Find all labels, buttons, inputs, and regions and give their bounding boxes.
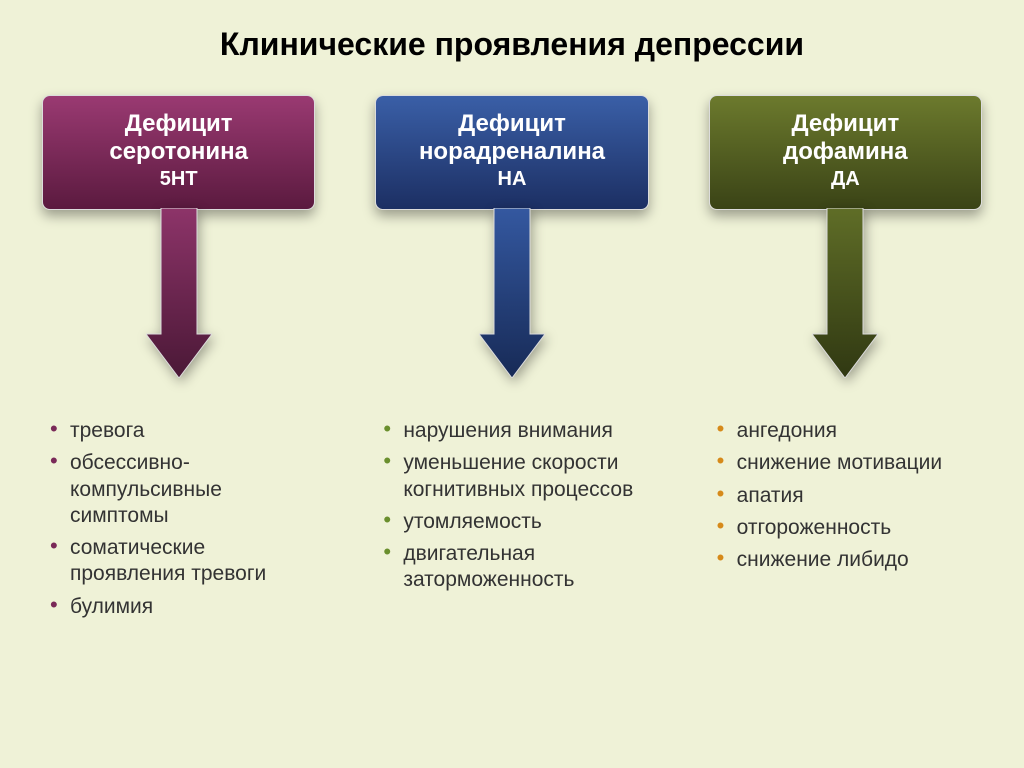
list-item: двигательная заторможенность [381, 541, 648, 594]
list-item: нарушения внимания [381, 418, 648, 444]
arrow-down-icon [146, 208, 212, 378]
list-item: отгороженность [715, 515, 982, 541]
list-item: тревога [48, 418, 315, 444]
column-serotonin: Дефицитсеротонина5НТ тревога обсессивно-ко… [42, 95, 315, 626]
list-item: утомляемость [381, 509, 648, 535]
card-serotonin: Дефицитсеротонина5НТ [42, 95, 315, 210]
symptom-list-noradrenaline: нарушения внимания уменьшение скорости ко… [375, 418, 648, 600]
card-noradrenaline-line-2: НА [386, 168, 637, 191]
arrow-down-icon [812, 208, 878, 378]
symptom-list-serotonin: тревога обсессивно-компульсивные симптомы… [42, 418, 315, 626]
card-serotonin-line-2: 5НТ [53, 168, 304, 191]
column-dopamine: ДефицитдофаминаДА ангедония снижение мотив… [709, 95, 982, 626]
card-noradrenaline-line-1: норадреналина [386, 138, 637, 166]
columns-container: Дефицитсеротонина5НТтревогаобсессивно-ко… [42, 95, 982, 626]
card-noradrenaline: ДефицитнорадреналинаНА [375, 95, 648, 210]
list-item: снижение либидо [715, 547, 982, 573]
card-noradrenaline-line-0: Дефицит [386, 110, 637, 138]
arrow-noradrenaline [375, 208, 648, 418]
page-title: Клинические проявления депрессии [42, 26, 982, 63]
list-item: соматические проявления тревоги [48, 535, 315, 588]
list-item: обсессивно-компульсивные симптомы [48, 450, 315, 529]
list-item: ангедония [715, 418, 982, 444]
list-item: апатия [715, 483, 982, 509]
card-dopamine-line-2: ДА [720, 168, 971, 191]
arrow-down-icon [479, 208, 545, 378]
column-noradrenaline: ДефицитнорадреналинаНА нарушения внимания… [375, 95, 648, 626]
card-serotonin-line-0: Дефицит [53, 110, 304, 138]
card-dopamine-line-0: Дефицит [720, 110, 971, 138]
arrow-dopamine [709, 208, 982, 418]
list-item: булимия [48, 594, 315, 620]
card-serotonin-line-1: серотонина [53, 138, 304, 166]
card-dopamine-line-1: дофамина [720, 138, 971, 166]
list-item: снижение мотивации [715, 450, 982, 476]
list-item: уменьшение скорости когнитивных процессо… [381, 450, 648, 503]
symptom-list-dopamine: ангедония снижение мотивации апатия отгорож… [709, 418, 982, 579]
card-dopamine: ДефицитдофаминаДА [709, 95, 982, 210]
arrow-serotonin [42, 208, 315, 418]
